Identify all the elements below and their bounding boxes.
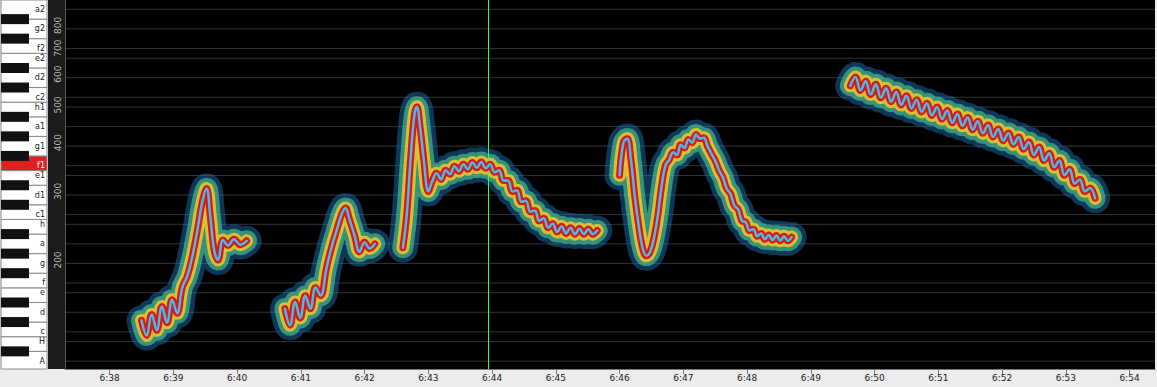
- svg-text:200: 200: [53, 251, 63, 268]
- svg-text:500: 500: [53, 96, 63, 113]
- svg-text:6:44: 6:44: [482, 373, 502, 383]
- svg-text:d1: d1: [35, 191, 45, 200]
- svg-text:f: f: [42, 278, 45, 287]
- svg-text:600: 600: [53, 65, 63, 82]
- svg-text:6:38: 6:38: [100, 373, 120, 383]
- svg-text:d: d: [40, 308, 45, 317]
- svg-text:a2: a2: [35, 5, 45, 14]
- svg-text:h: h: [40, 220, 45, 229]
- svg-text:6:45: 6:45: [546, 373, 566, 383]
- svg-text:6:54: 6:54: [1119, 373, 1139, 383]
- svg-text:6:51: 6:51: [928, 373, 948, 383]
- svg-text:e: e: [40, 288, 45, 297]
- svg-text:g2: g2: [35, 24, 45, 33]
- svg-text:6:41: 6:41: [291, 373, 311, 383]
- svg-text:H: H: [39, 337, 45, 346]
- svg-text:6:40: 6:40: [227, 373, 247, 383]
- svg-text:f1: f1: [37, 161, 45, 170]
- svg-text:6:50: 6:50: [864, 373, 884, 383]
- svg-text:c1: c1: [36, 210, 46, 219]
- svg-text:800: 800: [53, 17, 63, 34]
- svg-text:300: 300: [53, 183, 63, 200]
- svg-text:e2: e2: [35, 54, 45, 63]
- svg-text:c: c: [41, 327, 45, 336]
- svg-text:6:46: 6:46: [609, 373, 629, 383]
- svg-text:6:43: 6:43: [418, 373, 438, 383]
- svg-text:6:42: 6:42: [354, 373, 374, 383]
- svg-text:6:53: 6:53: [1056, 373, 1076, 383]
- svg-text:a: a: [40, 239, 45, 248]
- svg-text:f2: f2: [37, 44, 45, 53]
- svg-text:6:39: 6:39: [163, 373, 183, 383]
- svg-text:g1: g1: [35, 142, 45, 151]
- svg-text:6:47: 6:47: [673, 373, 693, 383]
- svg-text:700: 700: [53, 39, 63, 56]
- svg-text:A: A: [40, 357, 46, 366]
- svg-text:6:49: 6:49: [801, 373, 821, 383]
- svg-text:h1: h1: [35, 103, 45, 112]
- svg-text:a1: a1: [35, 122, 45, 131]
- svg-text:e1: e1: [35, 171, 45, 180]
- svg-text:6:52: 6:52: [992, 373, 1012, 383]
- svg-text:6:48: 6:48: [737, 373, 757, 383]
- svg-text:g: g: [40, 259, 45, 268]
- svg-text:c2: c2: [36, 93, 46, 102]
- svg-text:400: 400: [53, 134, 63, 151]
- svg-text:d2: d2: [35, 73, 45, 82]
